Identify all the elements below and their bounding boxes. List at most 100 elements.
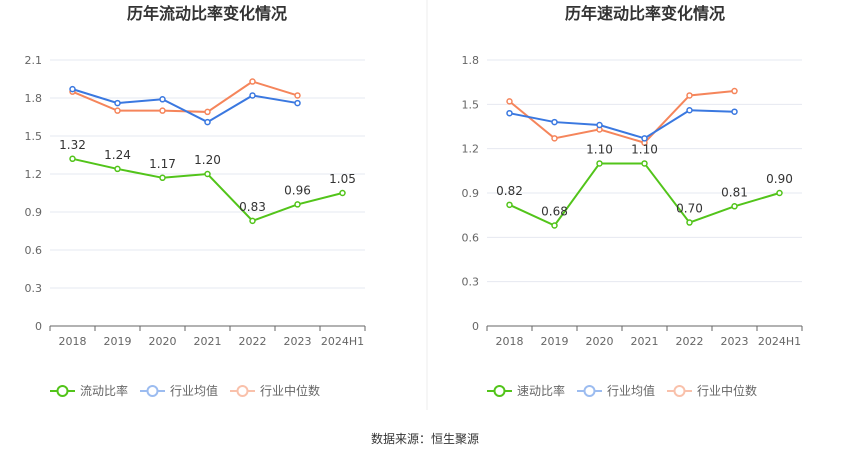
y-tick-label: 1.8: [462, 54, 480, 67]
y-tick-label: 1.5: [462, 98, 480, 111]
data-point: [551, 135, 558, 142]
x-tick-label: 2024H1: [758, 335, 801, 348]
legend-label: 行业中位数: [697, 383, 757, 398]
y-tick-label: 0.6: [25, 244, 43, 257]
data-label: 0.81: [721, 185, 748, 199]
data-label: 1.24: [104, 148, 131, 162]
data-point: [114, 165, 121, 173]
y-tick-label: 0.3: [462, 276, 480, 289]
data-point: [731, 87, 738, 95]
y-tick-label: 0.6: [462, 231, 480, 244]
legend-item[interactable]: 行业中位数: [230, 383, 320, 398]
x-tick-label: 2023: [721, 335, 749, 348]
x-tick-label: 2018: [59, 335, 87, 348]
data-point: [641, 160, 648, 167]
data-point: [731, 108, 738, 115]
legend-item[interactable]: 流动比率: [50, 383, 128, 398]
data-point: [596, 160, 603, 167]
legend-marker: [673, 385, 686, 397]
chart-title: 历年流动比率变化情况: [127, 4, 287, 23]
legend-label: 行业均值: [607, 383, 655, 398]
legend-marker: [493, 385, 506, 397]
x-tick-label: 2023: [284, 335, 312, 348]
data-point: [551, 118, 558, 126]
chart-title: 历年速动比率变化情况: [565, 4, 725, 23]
data-label: 1.05: [329, 172, 356, 186]
data-label: 1.17: [149, 157, 176, 171]
data-point: [339, 189, 346, 197]
data-point: [159, 107, 166, 114]
data-label: 0.83: [239, 200, 266, 214]
data-point: [641, 135, 648, 142]
y-tick-label: 0.3: [25, 282, 43, 295]
x-tick-label: 2022: [239, 335, 267, 348]
data-point: [249, 92, 256, 99]
legend-marker: [146, 385, 159, 397]
data-label: 1.10: [586, 142, 613, 156]
data-point: [506, 201, 513, 209]
legend-item[interactable]: 行业均值: [577, 383, 655, 398]
chart-1: 历年速动比率变化情况 0 0.3 0.6 0.9 1.2 1.5 1.8 2018 2019 202…: [462, 4, 803, 398]
data-point: [159, 174, 166, 182]
data-point: [686, 106, 693, 114]
data-point: [159, 96, 166, 103]
legend-item[interactable]: 行业中位数: [667, 383, 757, 398]
y-tick-label: 2.1: [25, 54, 43, 67]
data-point: [204, 170, 211, 178]
data-point: [686, 92, 693, 99]
chart-0: 历年流动比率变化情况 0 0.3 0.6 0.9 1.2 1.5 1.8 2.1 2018 2019…: [25, 4, 366, 398]
data-point: [249, 217, 256, 225]
data-point: [731, 203, 738, 210]
data-label: 1.20: [194, 153, 221, 167]
data-label: 0.82: [496, 184, 523, 198]
data-label: 0.68: [541, 205, 568, 219]
data-point: [686, 219, 693, 226]
data-point: [506, 98, 513, 105]
legend-item[interactable]: 行业均值: [140, 383, 218, 398]
legend-marker: [583, 385, 596, 397]
y-tick-label: 0: [35, 320, 42, 333]
x-tick-label: 2024H1: [321, 335, 364, 348]
series-line-2: [508, 90, 735, 144]
series-line-1: [72, 88, 298, 124]
legend-label: 流动比率: [80, 383, 128, 398]
data-point: [114, 99, 121, 107]
legend-marker: [56, 385, 69, 397]
data-point: [294, 201, 301, 208]
data-label: 1.10: [631, 142, 658, 156]
data-point: [506, 109, 513, 117]
y-tick-label: 0.9: [25, 206, 43, 219]
data-label: 0.90: [766, 172, 793, 186]
data-label: 1.32: [59, 138, 86, 152]
data-point: [249, 78, 256, 85]
y-tick-label: 1.8: [25, 92, 43, 105]
data-point: [69, 85, 76, 93]
data-point: [596, 121, 603, 129]
y-tick-label: 0: [472, 320, 479, 333]
x-tick-label: 2020: [586, 335, 614, 348]
legend-marker: [236, 385, 249, 397]
data-point: [204, 118, 211, 126]
y-tick-label: 1.5: [25, 130, 43, 143]
x-tick-label: 2018: [496, 335, 524, 348]
legend-item[interactable]: 速动比率: [487, 383, 565, 398]
y-tick-label: 0.9: [462, 187, 480, 200]
y-tick-label: 1.2: [25, 168, 43, 181]
series-line-1: [509, 109, 735, 140]
legend-label: 行业中位数: [260, 383, 320, 398]
data-point: [551, 222, 558, 229]
data-point: [204, 108, 211, 116]
legend-label: 速动比率: [517, 383, 565, 398]
x-tick-label: 2021: [631, 335, 659, 348]
x-tick-label: 2019: [541, 335, 569, 348]
data-point: [69, 155, 76, 163]
x-tick-label: 2020: [149, 335, 177, 348]
x-tick-label: 2019: [104, 335, 132, 348]
x-tick-label: 2022: [676, 335, 704, 348]
data-point: [294, 92, 301, 99]
legend-label: 行业均值: [170, 383, 218, 398]
data-point: [114, 107, 121, 114]
data-label: 0.70: [676, 202, 703, 216]
